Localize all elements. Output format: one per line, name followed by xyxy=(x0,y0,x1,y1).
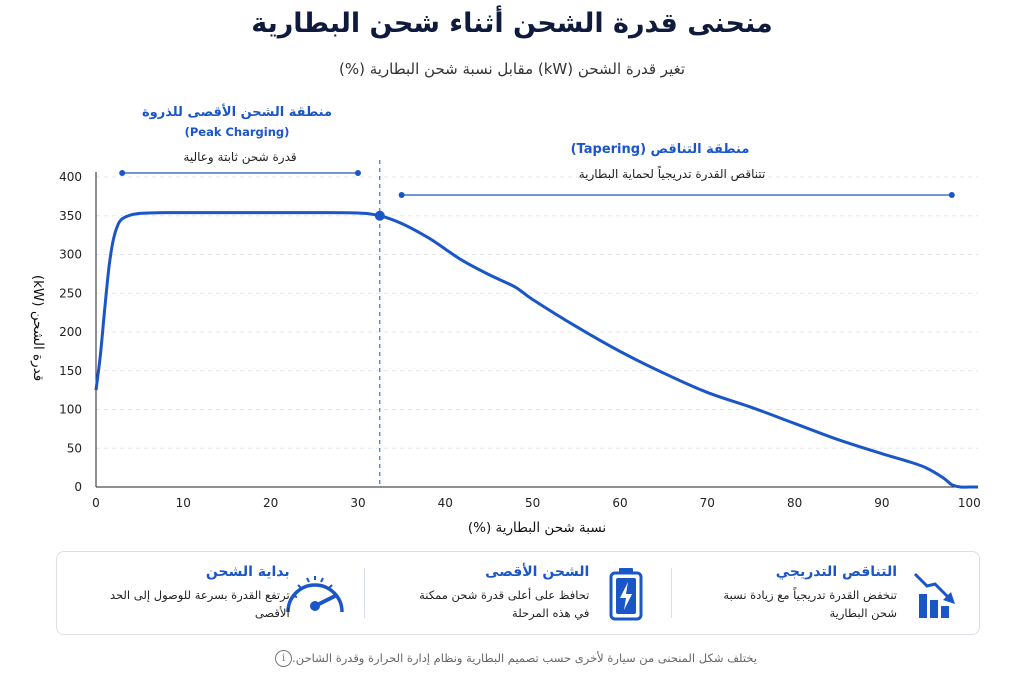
card-peak: الشحن الأقصى تحافظ على أعلى قدرة شحن ممك… xyxy=(365,552,672,634)
x-tick-label: 50 xyxy=(525,496,540,510)
card-tapering-desc: تنخفض القدرة تدريجياً مع زيادة نسبة شحن … xyxy=(723,588,897,620)
charging-power-chart: 0 50 100 150 200 250 300 350 400 0 10 20 30 40 50 60 70 8… xyxy=(30,103,981,536)
x-tick-label: 70 xyxy=(700,496,715,510)
x-axis-label: نسبة شحن البطارية (%) xyxy=(468,520,606,536)
card-tapering-title: التناقص التدريجي xyxy=(775,564,897,580)
y-tick-label: 50 xyxy=(67,441,82,455)
y-tick-label: 300 xyxy=(59,248,82,262)
x-tick-label: 80 xyxy=(787,496,802,510)
card-tapering: التناقص التدريجي تنخفض القدرة تدريجياً م… xyxy=(672,552,979,634)
info-cards-panel: التناقص التدريجي تنخفض القدرة تدريجياً م… xyxy=(56,551,980,635)
x-tick-label: 40 xyxy=(438,496,453,510)
page-title: منحنى قدرة الشحن أثناء شحن البطارية xyxy=(251,8,773,39)
x-tick-label: 30 xyxy=(350,496,365,510)
taper-region-title: منطقة التناقص (Tapering) xyxy=(571,142,750,157)
x-tick-label: 60 xyxy=(612,496,627,510)
peak-region-range xyxy=(119,170,361,176)
y-tick-label: 150 xyxy=(59,364,82,378)
info-icon: i xyxy=(275,650,293,667)
charging-curve-line xyxy=(94,211,979,489)
card-start-title: بداية الشحن xyxy=(205,564,290,580)
page-subtitle: تغير قدرة الشحن (kW) مقابل نسبة شحن البط… xyxy=(338,60,686,78)
battery-charging-icon xyxy=(597,566,657,622)
card-start: بداية الشحن ترتفع القدرة بسرعة للوصول إل… xyxy=(57,552,364,634)
y-tick-label: 0 xyxy=(74,480,82,494)
y-tick-label: 250 xyxy=(59,286,82,300)
card-divider xyxy=(671,568,673,618)
card-divider xyxy=(363,568,365,618)
card-peak-desc: تحافظ على أعلى قدرة شحن ممكنة في هذه الم… xyxy=(419,588,590,620)
x-tick-label: 90 xyxy=(874,496,889,510)
card-peak-title: الشحن الأقصى xyxy=(485,564,590,580)
peak-region-title: منطقة الشحن الأقصى للذروة xyxy=(142,103,332,120)
peak-region-desc: قدرة شحن ثابتة وعالية xyxy=(183,150,296,165)
x-tick-label: 100 xyxy=(958,496,981,510)
y-tick-label: 400 xyxy=(59,170,82,184)
footer-text: يختلف شكل المنحنى من سيارة لأخرى حسب تصم… xyxy=(292,651,757,665)
taper-region-range xyxy=(398,192,955,198)
y-tick-label: 100 xyxy=(59,403,82,417)
speedometer-icon xyxy=(285,566,350,622)
y-tick-label: 200 xyxy=(59,325,82,339)
x-tick-label: 10 xyxy=(176,496,191,510)
declining-bars-icon xyxy=(905,566,965,622)
y-tick-label: 350 xyxy=(59,209,82,223)
taper-region-desc: تتناقص القدرة تدريجياً لحماية البطارية xyxy=(579,165,766,182)
y-axis-label: قدرة الشحن (kW) xyxy=(30,275,46,381)
x-tick-label: 20 xyxy=(263,496,278,510)
footer-note: يختلف شكل المنحنى من سيارة لأخرى حسب تصم… xyxy=(0,650,1024,667)
peak-point-marker xyxy=(374,210,385,221)
card-start-desc: ترتفع القدرة بسرعة للوصول إلى الحد الأقص… xyxy=(109,588,290,620)
peak-region-english: (Peak Charging) xyxy=(185,125,290,139)
x-tick-label: 0 xyxy=(92,496,100,510)
